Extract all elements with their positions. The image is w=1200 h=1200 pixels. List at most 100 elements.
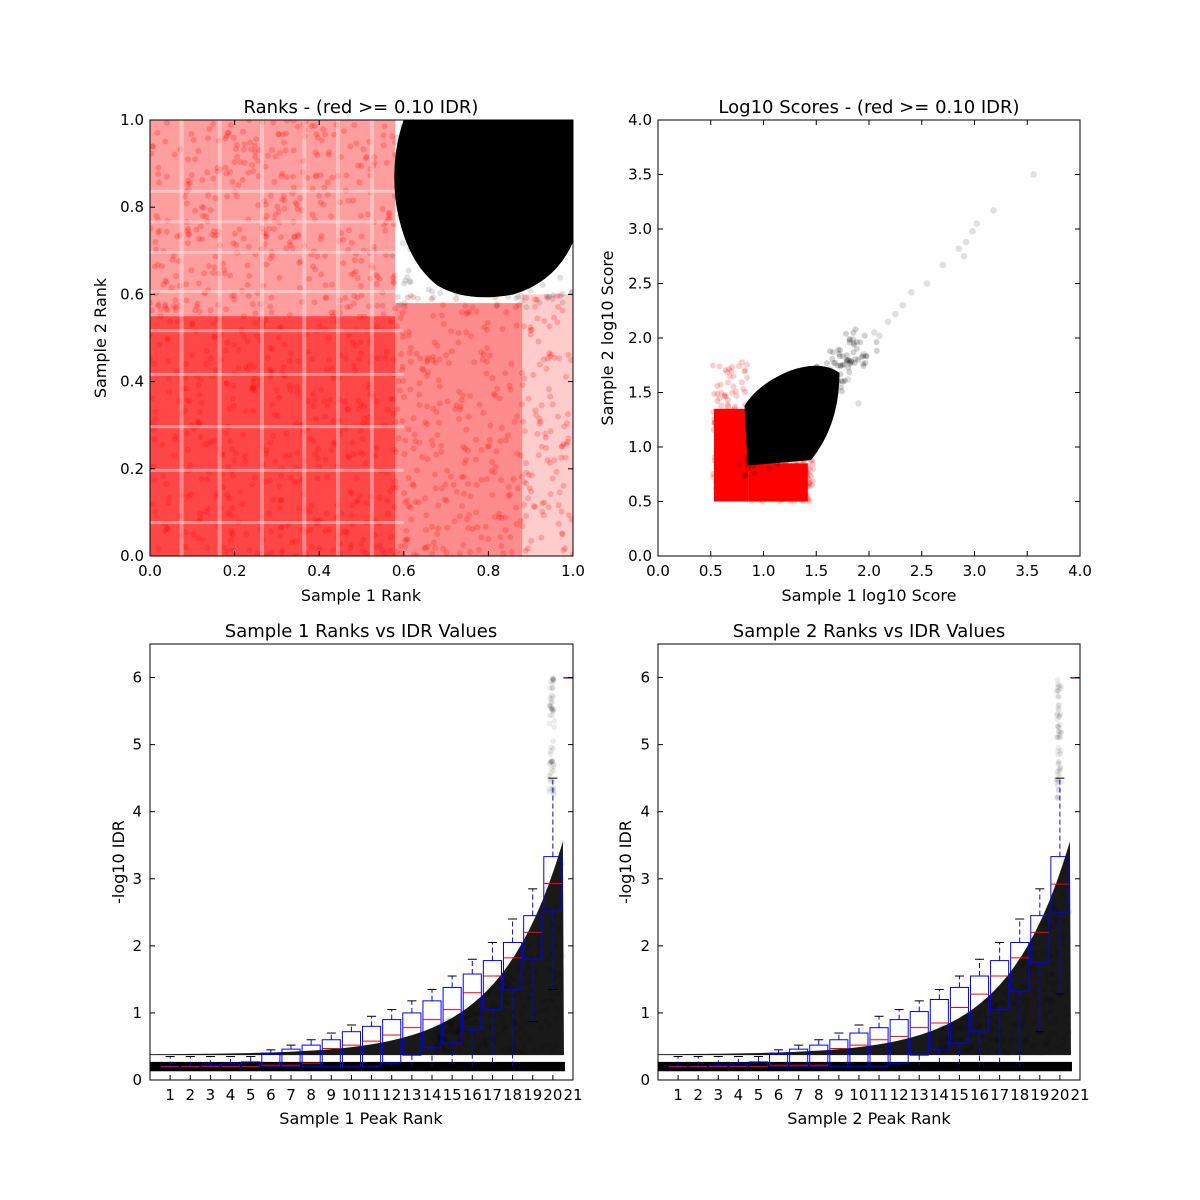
idr-point xyxy=(548,699,554,706)
idr-point xyxy=(463,1014,470,1021)
red-point xyxy=(336,297,343,304)
red-point xyxy=(322,456,329,463)
black-point xyxy=(533,178,540,185)
black-point xyxy=(848,357,855,364)
black-point xyxy=(465,265,472,272)
idr-point xyxy=(457,1034,464,1041)
red-point xyxy=(351,122,358,129)
black-point xyxy=(473,174,480,181)
red-point xyxy=(722,393,729,400)
red-point xyxy=(318,137,325,144)
red-point xyxy=(300,121,307,128)
idr-point xyxy=(546,785,553,792)
black-point xyxy=(418,241,425,248)
idr-point xyxy=(553,1043,559,1050)
red-point xyxy=(276,324,283,331)
red-point xyxy=(714,383,721,390)
red-point xyxy=(281,341,288,348)
red-point xyxy=(300,158,307,165)
red-point xyxy=(220,484,227,491)
idr-point xyxy=(1036,1001,1043,1008)
black-point xyxy=(776,435,783,442)
idr-point xyxy=(544,1008,550,1014)
black-point xyxy=(860,362,867,369)
red-point xyxy=(360,146,367,153)
red-point xyxy=(401,451,408,458)
red-point xyxy=(176,282,183,289)
red-point xyxy=(272,153,279,160)
idr-point xyxy=(999,1010,1006,1017)
black-point xyxy=(809,400,816,407)
idr-point xyxy=(487,1012,493,1019)
idr-point xyxy=(1056,728,1062,734)
red-point xyxy=(328,365,335,372)
red-point xyxy=(546,350,553,357)
red-point xyxy=(381,550,388,556)
red-point xyxy=(258,245,265,252)
red-point xyxy=(222,164,229,171)
red-point xyxy=(186,180,193,187)
red-point xyxy=(150,225,154,232)
idr-point xyxy=(477,1021,483,1028)
idr-point xyxy=(1047,1007,1054,1013)
idr-point xyxy=(518,988,524,994)
red-point xyxy=(555,303,562,310)
red-point xyxy=(536,420,543,427)
idr-point xyxy=(513,1028,520,1035)
red-point xyxy=(184,430,191,437)
red-point xyxy=(155,170,162,177)
red-point xyxy=(219,471,226,478)
red-point xyxy=(187,462,194,469)
idr-point xyxy=(965,1048,971,1055)
red-point xyxy=(387,396,394,403)
black-point xyxy=(852,326,859,333)
x-tick-label: 15 xyxy=(950,1086,969,1104)
red-point xyxy=(407,344,414,351)
idr-point xyxy=(444,1027,451,1034)
black-point xyxy=(757,443,764,450)
red-point xyxy=(352,268,359,275)
red-point xyxy=(384,469,391,476)
red-point xyxy=(337,540,344,547)
x-tick-label: 15 xyxy=(443,1086,462,1104)
black-point xyxy=(500,202,507,209)
red-point xyxy=(190,136,197,143)
red-point xyxy=(383,159,390,166)
box-body xyxy=(909,1011,929,1056)
black-point xyxy=(481,259,488,266)
red-point xyxy=(267,366,274,373)
idr-point xyxy=(509,976,516,983)
idr-point xyxy=(1054,949,1061,956)
black-point xyxy=(837,347,844,354)
idr-point xyxy=(949,1039,956,1046)
red-point xyxy=(809,481,816,488)
red-point xyxy=(548,351,555,358)
y-tick-label: 6 xyxy=(640,669,650,687)
idr-point xyxy=(548,695,555,702)
black-point xyxy=(491,224,498,231)
black-point xyxy=(799,412,806,419)
idr-point xyxy=(986,1036,992,1043)
red-point xyxy=(329,174,336,181)
red-point xyxy=(301,242,308,249)
red-point xyxy=(357,401,364,408)
x-tick-label: 7 xyxy=(286,1086,296,1104)
idr-point xyxy=(451,1015,458,1022)
red-point xyxy=(533,412,540,419)
black-point xyxy=(858,353,865,360)
red-point xyxy=(352,342,359,349)
red-point xyxy=(344,405,351,412)
idr-point xyxy=(1058,729,1064,736)
idr-point xyxy=(548,770,554,777)
black-point xyxy=(541,131,548,138)
idr-point xyxy=(963,1047,970,1054)
idr-point xyxy=(551,791,557,798)
red-point xyxy=(558,443,565,450)
red-point xyxy=(329,313,336,320)
idr-point xyxy=(553,1005,559,1011)
red-point xyxy=(293,383,300,390)
red-point xyxy=(324,473,331,480)
red-point xyxy=(538,443,545,450)
red-point xyxy=(286,382,293,389)
red-point xyxy=(381,354,388,361)
